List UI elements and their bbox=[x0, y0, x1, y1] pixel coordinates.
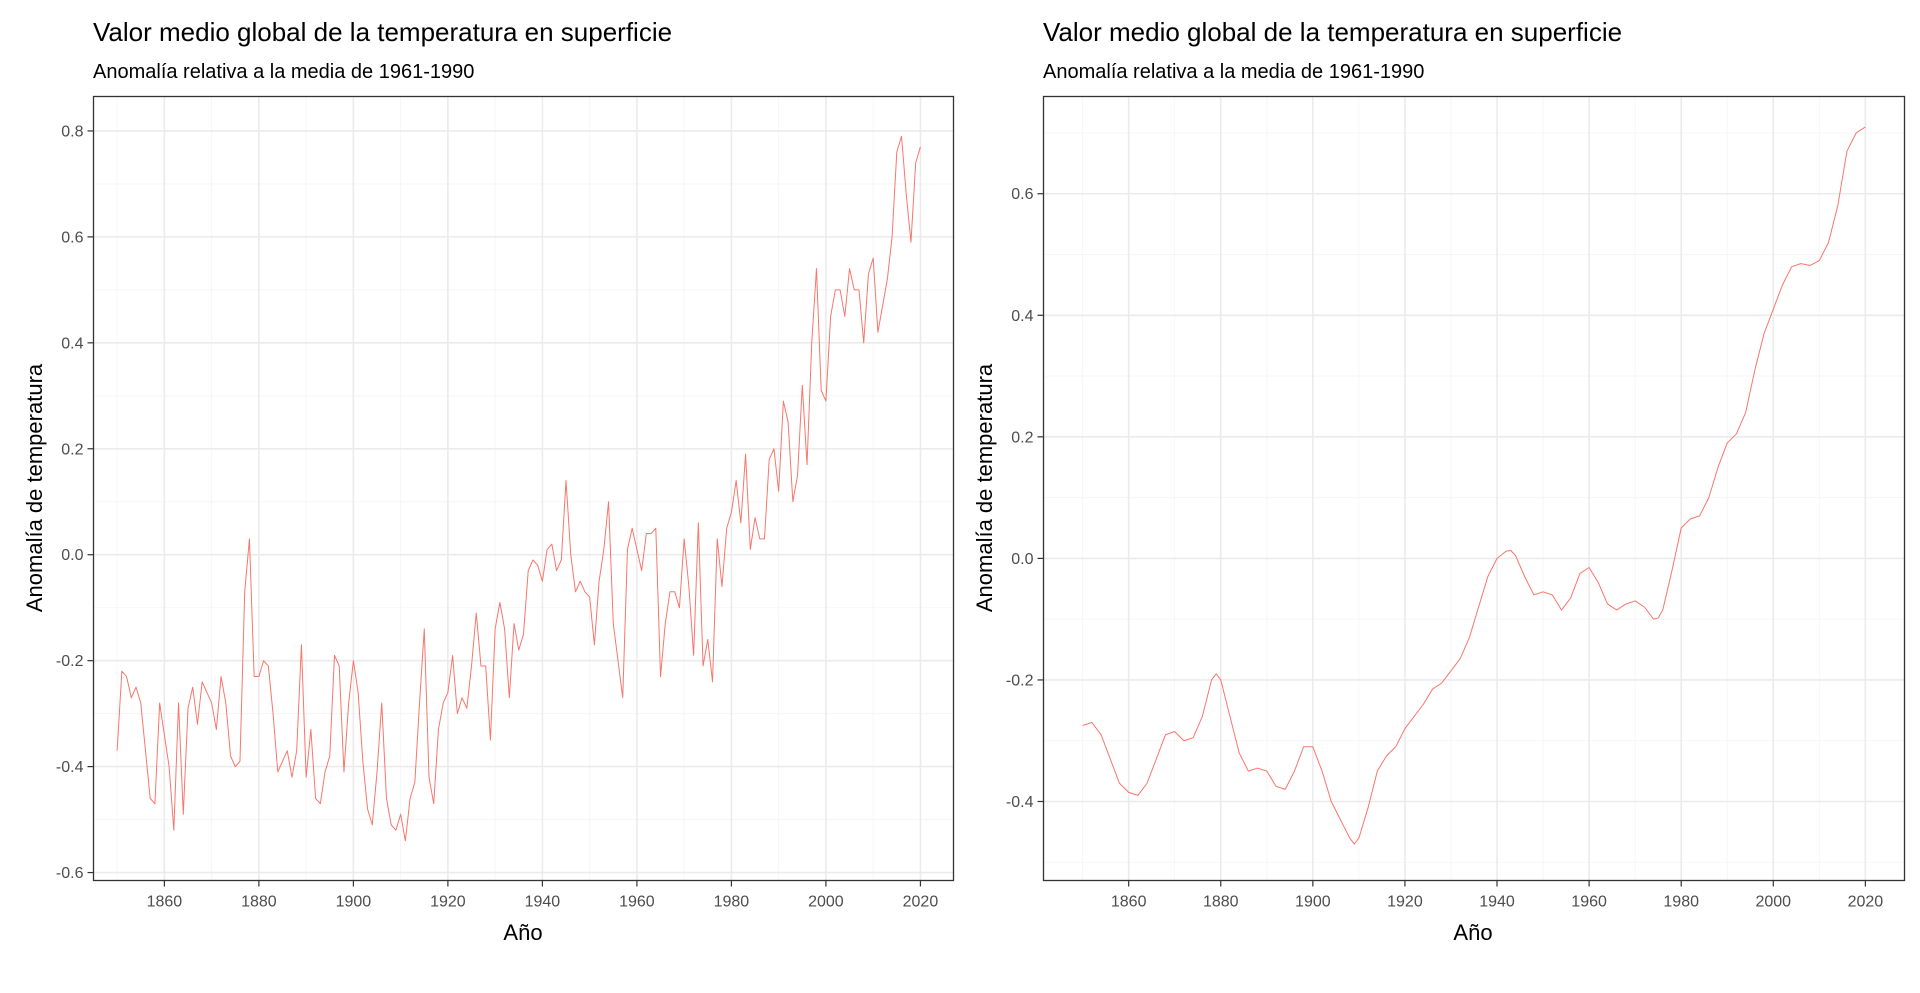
y-tick-label: 0.4 bbox=[61, 335, 83, 352]
x-tick-label: 1900 bbox=[1295, 894, 1331, 911]
series-line bbox=[116, 135, 921, 842]
x-tick-label: 1920 bbox=[430, 894, 466, 911]
chart-left-x-axis-title: Año bbox=[503, 920, 542, 945]
x-tick-label: 1940 bbox=[1479, 894, 1515, 911]
y-tick-label: 0.0 bbox=[1011, 551, 1033, 568]
chart-left-panel-border bbox=[92, 95, 955, 882]
chart-left-subtitle: Anomalía relativa a la media de 1961-199… bbox=[93, 61, 474, 83]
x-tick-label: 2000 bbox=[808, 894, 844, 911]
x-tick-label: 1940 bbox=[525, 894, 561, 911]
y-tick-label: -0.2 bbox=[1006, 672, 1034, 689]
x-tick-label: 2020 bbox=[1848, 894, 1884, 911]
x-tick-label: 1900 bbox=[336, 894, 372, 911]
x-tick-label: 1880 bbox=[241, 894, 277, 911]
x-tick-label: 1860 bbox=[147, 894, 183, 911]
chart-right: Valor medio global de la temperatura en … bbox=[972, 17, 1906, 945]
x-tick-label: 2000 bbox=[1755, 894, 1791, 911]
y-tick-label: -0.4 bbox=[1006, 794, 1034, 811]
chart-right-panel-border bbox=[1042, 95, 1906, 882]
x-tick-label: 2020 bbox=[903, 894, 939, 911]
y-tick-label: 0.2 bbox=[1011, 429, 1033, 446]
x-tick-label: 1920 bbox=[1387, 894, 1423, 911]
y-tick-label: -0.6 bbox=[56, 865, 84, 882]
chart-left: Valor medio global de la temperatura en … bbox=[22, 17, 955, 945]
chart-right-y-axis: -0.4 -0.2 0.0 0.2 0.4 0.6 bbox=[1006, 186, 1044, 811]
x-tick-label: 1880 bbox=[1203, 894, 1239, 911]
chart-left-y-axis-title: Anomalía de temperatura bbox=[22, 363, 47, 612]
y-tick-label: 0.0 bbox=[61, 547, 83, 564]
chart-right-x-axis-title: Año bbox=[1453, 920, 1492, 945]
y-tick-label: 0.4 bbox=[1011, 308, 1033, 325]
chart-right-y-axis-title: Anomalía de temperatura bbox=[972, 363, 997, 612]
chart-right-subtitle: Anomalía relativa a la media de 1961-199… bbox=[1043, 61, 1424, 83]
y-tick-label: 0.6 bbox=[1011, 186, 1033, 203]
series-line bbox=[1082, 126, 1866, 845]
chart-right-grid bbox=[1043, 96, 1905, 881]
x-tick-label: 1960 bbox=[619, 894, 655, 911]
x-tick-label: 1980 bbox=[1663, 894, 1699, 911]
y-tick-label: 0.8 bbox=[61, 123, 83, 140]
x-tick-label: 1860 bbox=[1111, 894, 1147, 911]
chart-left-x-axis: 1860 1880 1900 1920 1940 1960 1980 2000 2020 bbox=[147, 880, 939, 911]
chart-left-series bbox=[116, 135, 921, 842]
y-tick-label: 0.6 bbox=[61, 229, 83, 246]
chart-left-grid bbox=[93, 96, 954, 881]
chart-right-x-axis: 1860 1880 1900 1920 1940 1960 1980 2000 2020 bbox=[1111, 880, 1884, 911]
chart-right-series bbox=[1082, 126, 1866, 845]
y-tick-label: -0.4 bbox=[56, 759, 84, 776]
x-tick-label: 1980 bbox=[714, 894, 750, 911]
chart-right-title: Valor medio global de la temperatura en … bbox=[1043, 17, 1622, 47]
y-tick-label: 0.2 bbox=[61, 441, 83, 458]
x-tick-label: 1960 bbox=[1571, 894, 1607, 911]
chart-left-title: Valor medio global de la temperatura en … bbox=[93, 17, 672, 47]
chart-left-y-axis: -0.6 -0.4 -0.2 0.0 0.2 0.4 0.6 0.8 bbox=[56, 123, 94, 882]
y-tick-label: -0.2 bbox=[56, 653, 84, 670]
